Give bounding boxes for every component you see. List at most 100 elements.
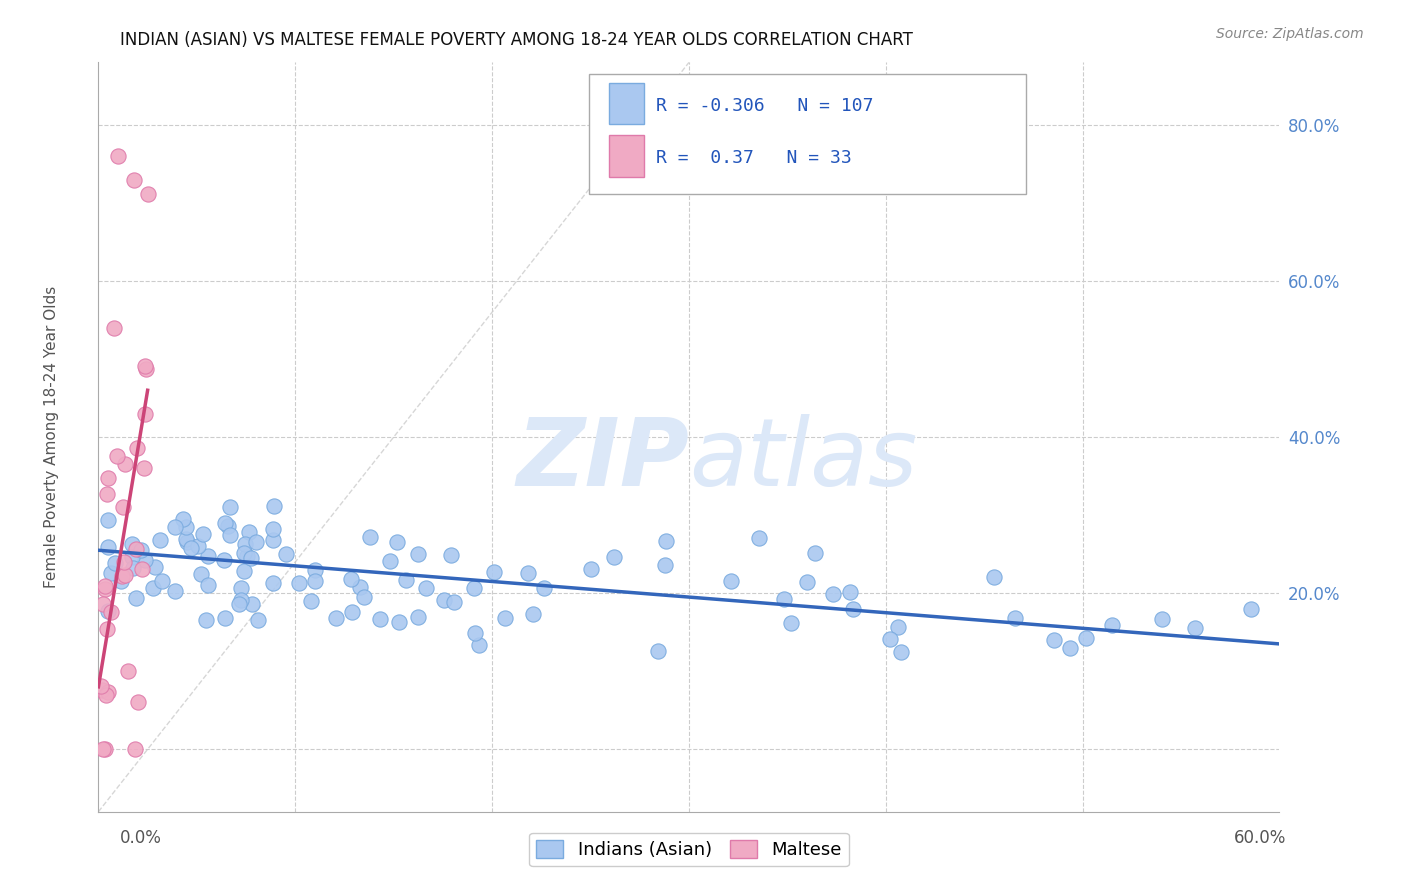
Point: [299, 593, 322, 607]
Point: [94, 688, 117, 702]
Point: [121, 549, 143, 564]
Point: [91, 742, 114, 756]
Point: [135, 361, 157, 376]
Point: [217, 519, 239, 533]
Point: [229, 581, 252, 595]
Point: [522, 607, 544, 621]
Point: [443, 595, 465, 609]
Point: [385, 535, 408, 549]
Point: [263, 576, 285, 591]
Point: [97, 684, 120, 698]
Point: [105, 449, 128, 463]
Point: [839, 585, 862, 599]
Point: [340, 572, 363, 586]
Point: [239, 550, 262, 565]
Point: [195, 613, 218, 627]
Point: [114, 457, 136, 471]
Point: [91, 683, 114, 698]
Point: [134, 407, 156, 421]
Point: [406, 547, 429, 561]
Point: [395, 573, 418, 587]
Point: [579, 562, 602, 576]
Point: [93, 578, 115, 592]
Point: [1240, 601, 1263, 615]
Point: [143, 560, 166, 574]
Point: [232, 564, 254, 578]
Point: [187, 539, 209, 553]
Point: [288, 575, 311, 590]
Point: [142, 581, 165, 595]
Point: [96, 623, 118, 637]
Point: [91, 598, 114, 612]
Point: [163, 584, 186, 599]
Point: [886, 620, 908, 634]
Point: [517, 566, 540, 580]
Point: [603, 550, 626, 565]
Point: [890, 645, 912, 659]
Point: [1059, 640, 1081, 655]
Point: [229, 593, 252, 607]
Point: [387, 615, 409, 629]
Text: 60.0%: 60.0%: [1234, 829, 1286, 847]
Point: [780, 615, 803, 630]
Point: [484, 566, 506, 580]
Point: [823, 587, 845, 601]
Point: [1043, 633, 1066, 648]
Point: [97, 604, 120, 618]
Legend: Indians (Asian), Maltese: Indians (Asian), Maltese: [529, 832, 849, 866]
Point: [803, 546, 825, 560]
Point: [245, 535, 267, 549]
Point: [114, 568, 136, 582]
Point: [191, 527, 214, 541]
Point: [1150, 612, 1173, 626]
Point: [276, 547, 298, 561]
Point: [262, 522, 284, 536]
Point: [468, 638, 491, 652]
Point: [533, 582, 555, 596]
Point: [212, 553, 235, 567]
Text: ZIP: ZIP: [516, 414, 689, 506]
Point: [136, 187, 159, 202]
Point: [124, 742, 146, 756]
Point: [122, 172, 145, 186]
Point: [1101, 618, 1123, 632]
Text: 0.0%: 0.0%: [120, 829, 162, 847]
Point: [125, 542, 148, 557]
Point: [654, 558, 676, 572]
Point: [214, 516, 236, 530]
Point: [353, 590, 375, 604]
Point: [127, 696, 149, 710]
Point: [172, 512, 194, 526]
Point: [131, 562, 153, 576]
Point: [218, 500, 240, 515]
Point: [125, 591, 148, 606]
Point: [233, 546, 256, 560]
Point: [103, 320, 125, 334]
Point: [111, 500, 134, 514]
Point: [117, 664, 139, 679]
Point: [97, 540, 120, 554]
Bar: [609, 136, 644, 177]
Point: [94, 742, 117, 756]
Point: [233, 537, 256, 551]
Point: [219, 528, 242, 542]
Point: [190, 567, 212, 582]
Text: R = -0.306   N = 107: R = -0.306 N = 107: [655, 97, 873, 115]
Point: [214, 611, 236, 625]
Point: [129, 543, 152, 558]
Text: R =  0.37   N = 33: R = 0.37 N = 33: [655, 149, 852, 168]
Point: [176, 534, 198, 549]
Point: [163, 520, 186, 534]
Point: [304, 574, 326, 589]
Point: [100, 566, 122, 580]
Point: [96, 486, 118, 500]
Point: [150, 574, 173, 588]
Point: [90, 679, 112, 693]
Point: [122, 561, 145, 575]
Point: [100, 605, 122, 619]
Point: [748, 531, 770, 545]
Text: Source: ZipAtlas.com: Source: ZipAtlas.com: [1216, 27, 1364, 41]
Text: INDIAN (ASIAN) VS MALTESE FEMALE POVERTY AMONG 18-24 YEAR OLDS CORRELATION CHART: INDIAN (ASIAN) VS MALTESE FEMALE POVERTY…: [120, 31, 912, 49]
Bar: [609, 83, 644, 124]
Point: [134, 359, 156, 373]
